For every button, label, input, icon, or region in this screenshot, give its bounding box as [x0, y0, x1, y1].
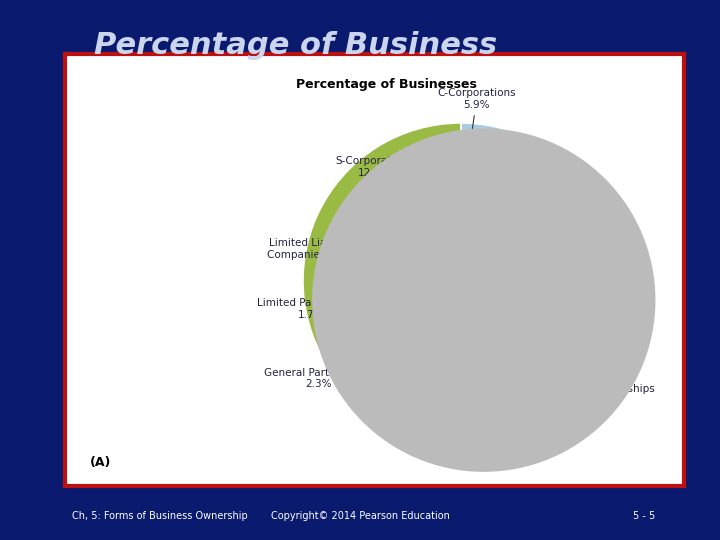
Text: General Partnerships
2.3%: General Partnerships 2.3%	[264, 184, 509, 389]
Text: Ch, 5: Forms of Business Ownership: Ch, 5: Forms of Business Ownership	[72, 511, 248, 521]
Text: C-Corporations
5.9%: C-Corporations 5.9%	[437, 89, 516, 168]
Wedge shape	[461, 281, 618, 310]
Text: Limited Liability
Companies 5.7%: Limited Liability Companies 5.7%	[267, 179, 498, 260]
Text: Limited Partnerships
1.7%: Limited Partnerships 1.7%	[257, 182, 505, 320]
Text: Copyright© 2014 Pearson Education: Copyright© 2014 Pearson Education	[271, 511, 449, 521]
Text: (A): (A)	[89, 456, 111, 469]
Text: Percentage of Businesses: Percentage of Businesses	[297, 78, 477, 91]
Text: 5 - 5: 5 - 5	[633, 511, 655, 521]
Wedge shape	[461, 216, 618, 281]
Text: S-Corporations
12.4%: S-Corporations 12.4%	[335, 157, 481, 178]
Wedge shape	[461, 134, 605, 281]
Circle shape	[312, 129, 654, 471]
Text: Percentage of Business: Percentage of Business	[94, 31, 497, 60]
Text: Sole Proprietorships
72.1%: Sole Proprietorships 72.1%	[551, 235, 655, 405]
Wedge shape	[461, 271, 618, 287]
Wedge shape	[303, 123, 616, 438]
Wedge shape	[461, 123, 518, 281]
